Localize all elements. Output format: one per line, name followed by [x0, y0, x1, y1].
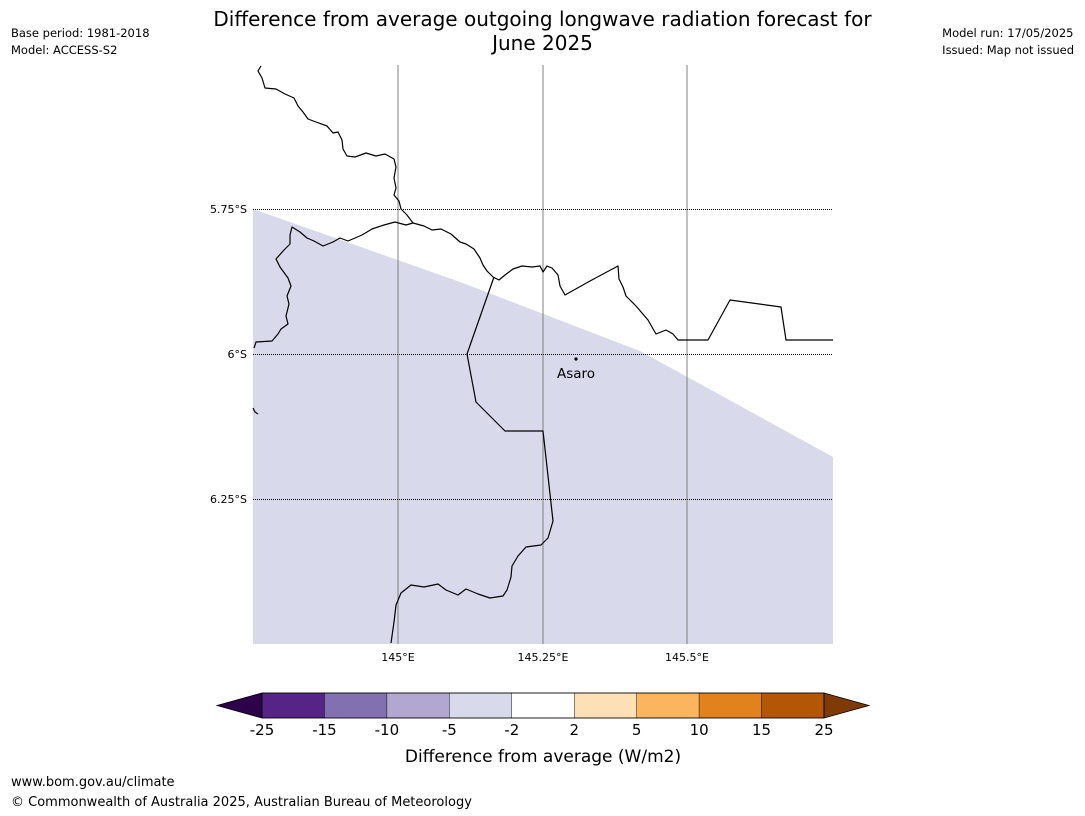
- colorbar-over-arrow: [823, 692, 871, 719]
- lat-label-6s: 6°S: [228, 348, 247, 361]
- colorbar-tick-label: -5: [442, 721, 457, 739]
- colorbar-segment: [261, 692, 325, 719]
- place-asaro: Asaro: [557, 357, 595, 382]
- boundary-east: [412, 222, 833, 341]
- colorbar-segment: [574, 692, 637, 719]
- colorbar-tick-label: -10: [375, 721, 400, 739]
- colorbar-label: Difference from average (W/m2): [405, 747, 681, 767]
- colorbar-tick-label: -2: [504, 721, 519, 739]
- model-run: Model run: 17/05/2025: [942, 26, 1074, 40]
- map-panel: Asaro 5.75°S 6°S 6.25°S 145°E 145.25°E 1…: [210, 65, 833, 664]
- colorbar: -25 -15 -10 -5 -2 2 5 10 15 25 Difference from av…: [215, 692, 871, 767]
- colorbar-outline: [261, 692, 825, 719]
- colorbar-segments: [261, 692, 825, 719]
- colorbar-segment: [636, 692, 700, 719]
- run-info: Model run: 17/05/2025 Issued: Map not is…: [942, 25, 1074, 59]
- colorbar-segment: [698, 692, 762, 719]
- issued-status: Issued: Map not issued: [942, 43, 1074, 57]
- colorbar-tick-label: -25: [250, 721, 275, 739]
- lat-label-5-75s: 5.75°S: [210, 203, 247, 216]
- colorbar-tick-label: 10: [690, 721, 709, 739]
- lon-label-145-5e: 145.5°E: [665, 651, 709, 664]
- colorbar-segment: [324, 692, 388, 719]
- colorbar-segment: [761, 692, 825, 719]
- model-name: Model: ACCESS-S2: [11, 43, 118, 57]
- footer-copyright: © Commonwealth of Australia 2025, Austra…: [11, 795, 472, 810]
- colorbar-segment: [449, 692, 512, 719]
- colorbar-tick-label: 15: [752, 721, 771, 739]
- colorbar-tick-label: 5: [632, 721, 642, 739]
- footer-url[interactable]: www.bom.gov.au/climate: [11, 775, 175, 790]
- province-boundaries: [252, 65, 833, 644]
- colorbar-tick-label: -15: [312, 721, 337, 739]
- boundary-west-fragment: [252, 407, 259, 415]
- model-info: Base period: 1981-2018 Model: ACCESS-S2: [11, 25, 150, 59]
- colorbar-tick-label: 25: [814, 721, 833, 739]
- lon-label-145e: 145°E: [381, 651, 414, 664]
- colorbar-segment: [511, 692, 575, 719]
- place-label: Asaro: [557, 366, 595, 382]
- colorbar-segment: [386, 692, 450, 719]
- place-marker-dot: [574, 357, 578, 361]
- lon-label-145-25e: 145.25°E: [518, 651, 569, 664]
- lat-label-6-25s: 6.25°S: [210, 493, 247, 506]
- page-title: Difference from average outgoing longwav…: [0, 7, 1085, 55]
- title-line-2: June 2025: [492, 31, 593, 55]
- base-period: Base period: 1981-2018: [11, 26, 150, 40]
- title-line-1: Difference from average outgoing longwav…: [213, 7, 872, 31]
- colorbar-tick-label: 2: [569, 721, 579, 739]
- boundary-north: [253, 65, 414, 349]
- boundary-south: [390, 276, 554, 644]
- colorbar-ticks: -25 -15 -10 -5 -2 2 5 10 15 25: [250, 721, 834, 739]
- colorbar-under-arrow: [215, 692, 263, 719]
